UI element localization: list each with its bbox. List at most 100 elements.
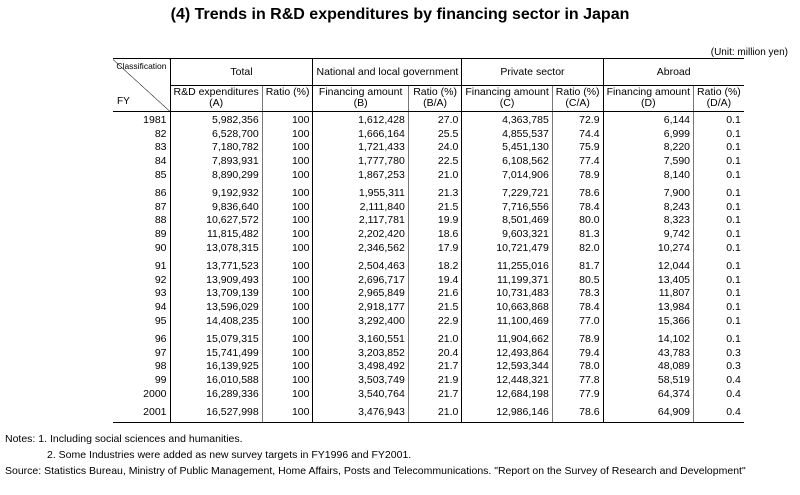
- table-row: 99 16,010,588 100 3,503,749 21.9 12,448,321 77…: [113, 373, 744, 388]
- cell-total: 16,010,588: [169, 373, 263, 388]
- priv-ratio-header: Ratio (%) (C/A): [551, 85, 604, 112]
- cell-total: 15,741,499: [169, 346, 263, 361]
- cell-abroad-amount: 64,374: [602, 387, 694, 401]
- cell-priv-ratio: 78.0: [551, 360, 604, 374]
- cell-fy: 86: [154, 187, 167, 200]
- cell-fy: 83: [154, 141, 167, 154]
- cell-abroad-ratio: 0.4: [693, 400, 744, 424]
- cell-gov-amount: 2,346,562: [312, 241, 409, 255]
- cell-fy: 99: [154, 373, 167, 386]
- source-note: Source: Statistics Bureau, Ministry of P…: [5, 465, 746, 477]
- cell-total-ratio: 100: [261, 200, 313, 215]
- table-row: 82 6,528,700 100 1,666,164 25.5 4,855,537 74.4…: [113, 127, 744, 142]
- cell-priv-ratio: 78.9: [551, 168, 604, 182]
- cell-priv-amount: 10,731,483: [461, 287, 553, 301]
- gov-code: (B): [353, 97, 368, 109]
- cell-gov-amount: 2,504,463: [312, 254, 409, 274]
- priv-ratio-label: Ratio (%): [555, 86, 600, 98]
- total-ratio-header: Ratio (%): [261, 85, 313, 112]
- page-title: (4) Trends in R&D expenditures by financ…: [170, 6, 630, 23]
- cell-gov-ratio: 24.0: [407, 141, 462, 155]
- table-row: 90 13,078,315 100 2,346,562 17.9 10,721,479 82…: [113, 241, 744, 255]
- cell-abroad-ratio: 0.1: [693, 227, 744, 242]
- cell-total-ratio: 100: [261, 360, 313, 374]
- cell-abroad-amount: 48,089: [602, 360, 694, 374]
- gov-ratio-code: (B/A): [423, 97, 448, 109]
- cell-abroad-ratio: 0.1: [693, 154, 744, 169]
- cell-abroad-ratio: 0.4: [693, 387, 744, 401]
- cell-gov-amount: 2,696,717: [312, 273, 409, 288]
- cell-fy: 93: [154, 287, 167, 300]
- abroad-amount-header: Financing amount (D): [602, 85, 694, 112]
- cell-priv-ratio: 81.7: [551, 254, 604, 274]
- cell-total-ratio: 100: [261, 287, 313, 301]
- cell-priv-ratio: 77.9: [551, 387, 604, 401]
- cell-gov-ratio: 21.3: [407, 181, 462, 201]
- cell-abroad-ratio: 0.1: [693, 254, 744, 274]
- cell-abroad-ratio: 0.1: [693, 327, 744, 347]
- cell-priv-ratio: 78.4: [551, 200, 604, 215]
- cell-gov-amount: 1,666,164: [312, 127, 409, 142]
- cell-total-ratio: 100: [261, 181, 313, 201]
- cell-priv-ratio: 77.4: [551, 154, 604, 169]
- cell-total: 5,982,356: [169, 111, 263, 128]
- cell-gov-ratio: 17.9: [407, 241, 462, 255]
- cell-total-ratio: 100: [261, 127, 313, 142]
- cell-total-ratio: 100: [261, 111, 313, 128]
- cell-priv-ratio: 80.0: [551, 214, 604, 228]
- table-row: 84 7,893,931 100 1,777,780 22.5 6,108,562 77.4…: [113, 154, 744, 169]
- cell-gov-ratio: 18.6: [407, 227, 462, 242]
- cell-total-ratio: 100: [261, 346, 313, 361]
- cell-priv-amount: 7,014,906: [461, 168, 553, 182]
- cell-abroad-ratio: 0.1: [693, 287, 744, 301]
- cell-priv-amount: 12,684,198: [461, 387, 553, 401]
- cell-gov-amount: 2,918,177: [312, 300, 409, 315]
- table-row: 96 15,079,315 100 3,160,551 21.0 11,904,662 78…: [113, 327, 744, 347]
- cell-abroad-ratio: 0.1: [693, 141, 744, 155]
- cell-total: 10,627,572: [169, 214, 263, 228]
- cell-gov-ratio: 21.5: [407, 200, 462, 215]
- classification-label: Classification: [116, 61, 167, 71]
- note-1: Notes: 1. Including social sciences and …: [5, 433, 243, 445]
- cell-abroad-ratio: 0.1: [693, 168, 744, 182]
- cell-total-ratio: 100: [261, 141, 313, 155]
- cell-abroad-ratio: 0.1: [693, 300, 744, 315]
- cell-gov-ratio: 21.7: [407, 360, 462, 374]
- table-row: 87 9,836,640 100 2,111,840 21.5 7,716,556 78.4…: [113, 200, 744, 215]
- cell-total: 13,596,029: [169, 300, 263, 315]
- cell-gov-ratio: 20.4: [407, 346, 462, 361]
- cell-gov-amount: 3,160,551: [312, 327, 409, 347]
- cell-total-ratio: 100: [261, 154, 313, 169]
- cell-abroad-amount: 8,243: [602, 200, 694, 215]
- gov-amount-header: Financing amount (B): [312, 85, 409, 112]
- cell-gov-amount: 2,202,420: [312, 227, 409, 242]
- cell-total-ratio: 100: [261, 327, 313, 347]
- cell-total: 16,527,998: [169, 400, 263, 424]
- cell-gov-ratio: 21.0: [407, 400, 462, 424]
- cell-gov-ratio: 18.2: [407, 254, 462, 274]
- cell-priv-amount: 10,721,479: [461, 241, 553, 255]
- cell-priv-ratio: 78.6: [551, 181, 604, 201]
- cell-total-ratio: 100: [261, 314, 313, 328]
- cell-priv-amount: 11,904,662: [461, 327, 553, 347]
- cell-abroad-ratio: 0.1: [693, 200, 744, 215]
- cell-total: 16,139,925: [169, 360, 263, 374]
- cell-abroad-ratio: 0.1: [693, 181, 744, 201]
- cell-fy: 1981: [143, 114, 167, 127]
- note-2: 2. Some Industries were added as new sur…: [47, 449, 412, 461]
- cell-fy: 98: [154, 360, 167, 373]
- cell-abroad-amount: 7,900: [602, 181, 694, 201]
- cell-gov-amount: 3,503,749: [312, 373, 409, 388]
- cell-gov-amount: 3,498,492: [312, 360, 409, 374]
- cell-abroad-amount: 8,220: [602, 141, 694, 155]
- cell-priv-amount: 7,229,721: [461, 181, 553, 201]
- table-row: 2000 16,289,336 100 3,540,764 21.7 12,684,198…: [113, 387, 744, 401]
- cell-priv-ratio: 77.0: [551, 314, 604, 328]
- cell-abroad-amount: 58,519: [602, 373, 694, 388]
- gov-ratio-header: Ratio (%) (B/A): [407, 85, 462, 112]
- cell-priv-ratio: 78.9: [551, 327, 604, 347]
- cell-gov-amount: 2,965,849: [312, 287, 409, 301]
- cell-fy: 94: [154, 301, 167, 314]
- rd-expenditures-header: R&D expenditures (A): [169, 85, 263, 112]
- cell-priv-amount: 12,493,864: [461, 346, 553, 361]
